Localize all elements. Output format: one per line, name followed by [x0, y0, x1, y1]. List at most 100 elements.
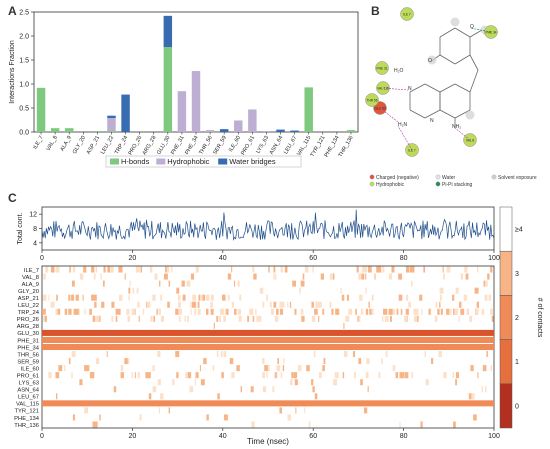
row-label: PHE_31: [17, 338, 39, 344]
heatmap-cell: [43, 273, 46, 280]
heatmap-cell: [311, 301, 314, 308]
heatmap-cell: [355, 308, 357, 315]
x-tick-label: THR_56: [198, 135, 213, 156]
heatmap-cell: [419, 294, 423, 301]
bond: [409, 109, 426, 119]
heatmap-cell: [101, 301, 104, 308]
heatmap-cell: [448, 308, 452, 315]
x-tick-label: 40: [219, 433, 227, 440]
heatmap-cell: [64, 308, 68, 315]
heatmap-cell: [331, 273, 335, 280]
heatmap-cell: [312, 266, 314, 273]
interaction-line: [379, 107, 399, 123]
heatmap-cell: [319, 372, 322, 379]
heatmap-cell: [273, 266, 276, 273]
heatmap-cell: [378, 372, 381, 379]
heatmap-cell: [481, 386, 483, 393]
bond: [439, 109, 456, 119]
heatmap-cell: [455, 287, 459, 294]
heatmap-cell: [314, 393, 318, 400]
heatmap-cell: [352, 351, 356, 358]
heatmap-cell: [308, 421, 311, 428]
heatmap-cell: [312, 386, 315, 393]
heatmap-cell: [366, 358, 370, 365]
heatmap-cell: [224, 308, 227, 315]
heatmap-cell: [391, 266, 395, 273]
heatmap-cell: [229, 358, 234, 365]
heatmap-cell: [389, 273, 393, 280]
heatmap-cell: [439, 301, 441, 308]
heatmap-cell: [318, 301, 322, 308]
heatmap-cell: [237, 308, 241, 315]
row-label: ASP_21: [18, 296, 39, 302]
heatmap-cell: [111, 301, 115, 308]
heatmap-cell: [393, 308, 396, 315]
heatmap-cell: [182, 294, 186, 301]
heatmap-cell: [264, 365, 268, 372]
heatmap-cell: [152, 365, 155, 372]
heatmap-row: [92, 421, 456, 428]
heatmap-cell: [195, 372, 199, 379]
heatmap-cell: [106, 351, 108, 358]
heatmap-cell: [42, 308, 46, 315]
heatmap-cell: [210, 294, 214, 301]
residue-node: [400, 7, 414, 21]
x-tick-label: PRO_61: [240, 135, 256, 156]
heatmap-row: [128, 287, 479, 294]
atom-label: H₂N: [398, 122, 408, 128]
heatmap-cell: [421, 308, 423, 315]
heatmap-cell: [95, 266, 98, 273]
heatmap-cell: [358, 358, 362, 365]
heatmap-cell: [304, 407, 306, 414]
heatmap-cell: [107, 266, 110, 273]
heatmap-cell: [233, 280, 236, 287]
legend-swatch: [110, 158, 119, 165]
heatmap-cell: [50, 266, 55, 273]
heatmap-cell: [469, 315, 473, 322]
colorbar-tick-label: 0: [515, 403, 519, 410]
heatmap-cell: [138, 315, 140, 322]
heatmap-cell: [404, 315, 408, 322]
x-tick-label: LEU_22: [100, 135, 115, 155]
heatmap-cell: [110, 266, 113, 273]
heatmap-cell: [84, 365, 87, 372]
heatmap-cell: [113, 386, 117, 393]
heatmap-cell: [120, 365, 124, 372]
heatmap-cell: [50, 301, 55, 308]
heatmap-cell: [443, 273, 445, 280]
heatmap-cell: [405, 308, 409, 315]
heatmap-cell: [75, 294, 79, 301]
heatmap-cell: [266, 372, 268, 379]
heatmap-cell: [412, 266, 415, 273]
heatmap-cell: [84, 308, 86, 315]
heatmap-row: [42, 294, 492, 301]
bar-h-bonds: [107, 131, 116, 132]
heatmap-cell: [129, 280, 131, 287]
heatmap-cell: [361, 308, 364, 315]
heatmap-cell: [289, 301, 292, 308]
colorbar-tick-label: ≥4: [515, 227, 523, 234]
heatmap-cell: [434, 315, 438, 322]
heatmap-cell: [111, 266, 114, 273]
x-tick-label: PHE_34: [184, 135, 199, 156]
heatmap-cell: [413, 315, 418, 322]
heatmap-cell: [157, 351, 161, 358]
legend-swatch: [218, 158, 228, 165]
heatmap-cell: [247, 315, 249, 322]
heatmap-cell: [276, 308, 279, 315]
heatmap-cell: [134, 372, 136, 379]
heatmap-cell: [202, 294, 206, 301]
heatmap-cell: [369, 308, 372, 315]
heatmap-cell: [336, 308, 339, 315]
heatmap-cell: [168, 280, 171, 287]
row-label: LEU_67: [18, 395, 39, 401]
heatmap-cell: [146, 301, 148, 308]
heatmap-cell: [126, 358, 130, 365]
x-tick-label: GLU_30: [156, 135, 171, 156]
heatmap-cell: [280, 266, 284, 273]
heatmap-cell: [124, 273, 126, 280]
heatmap-cell: [239, 294, 242, 301]
heatmap-cell: [160, 315, 164, 322]
heatmap-cell: [231, 372, 235, 379]
